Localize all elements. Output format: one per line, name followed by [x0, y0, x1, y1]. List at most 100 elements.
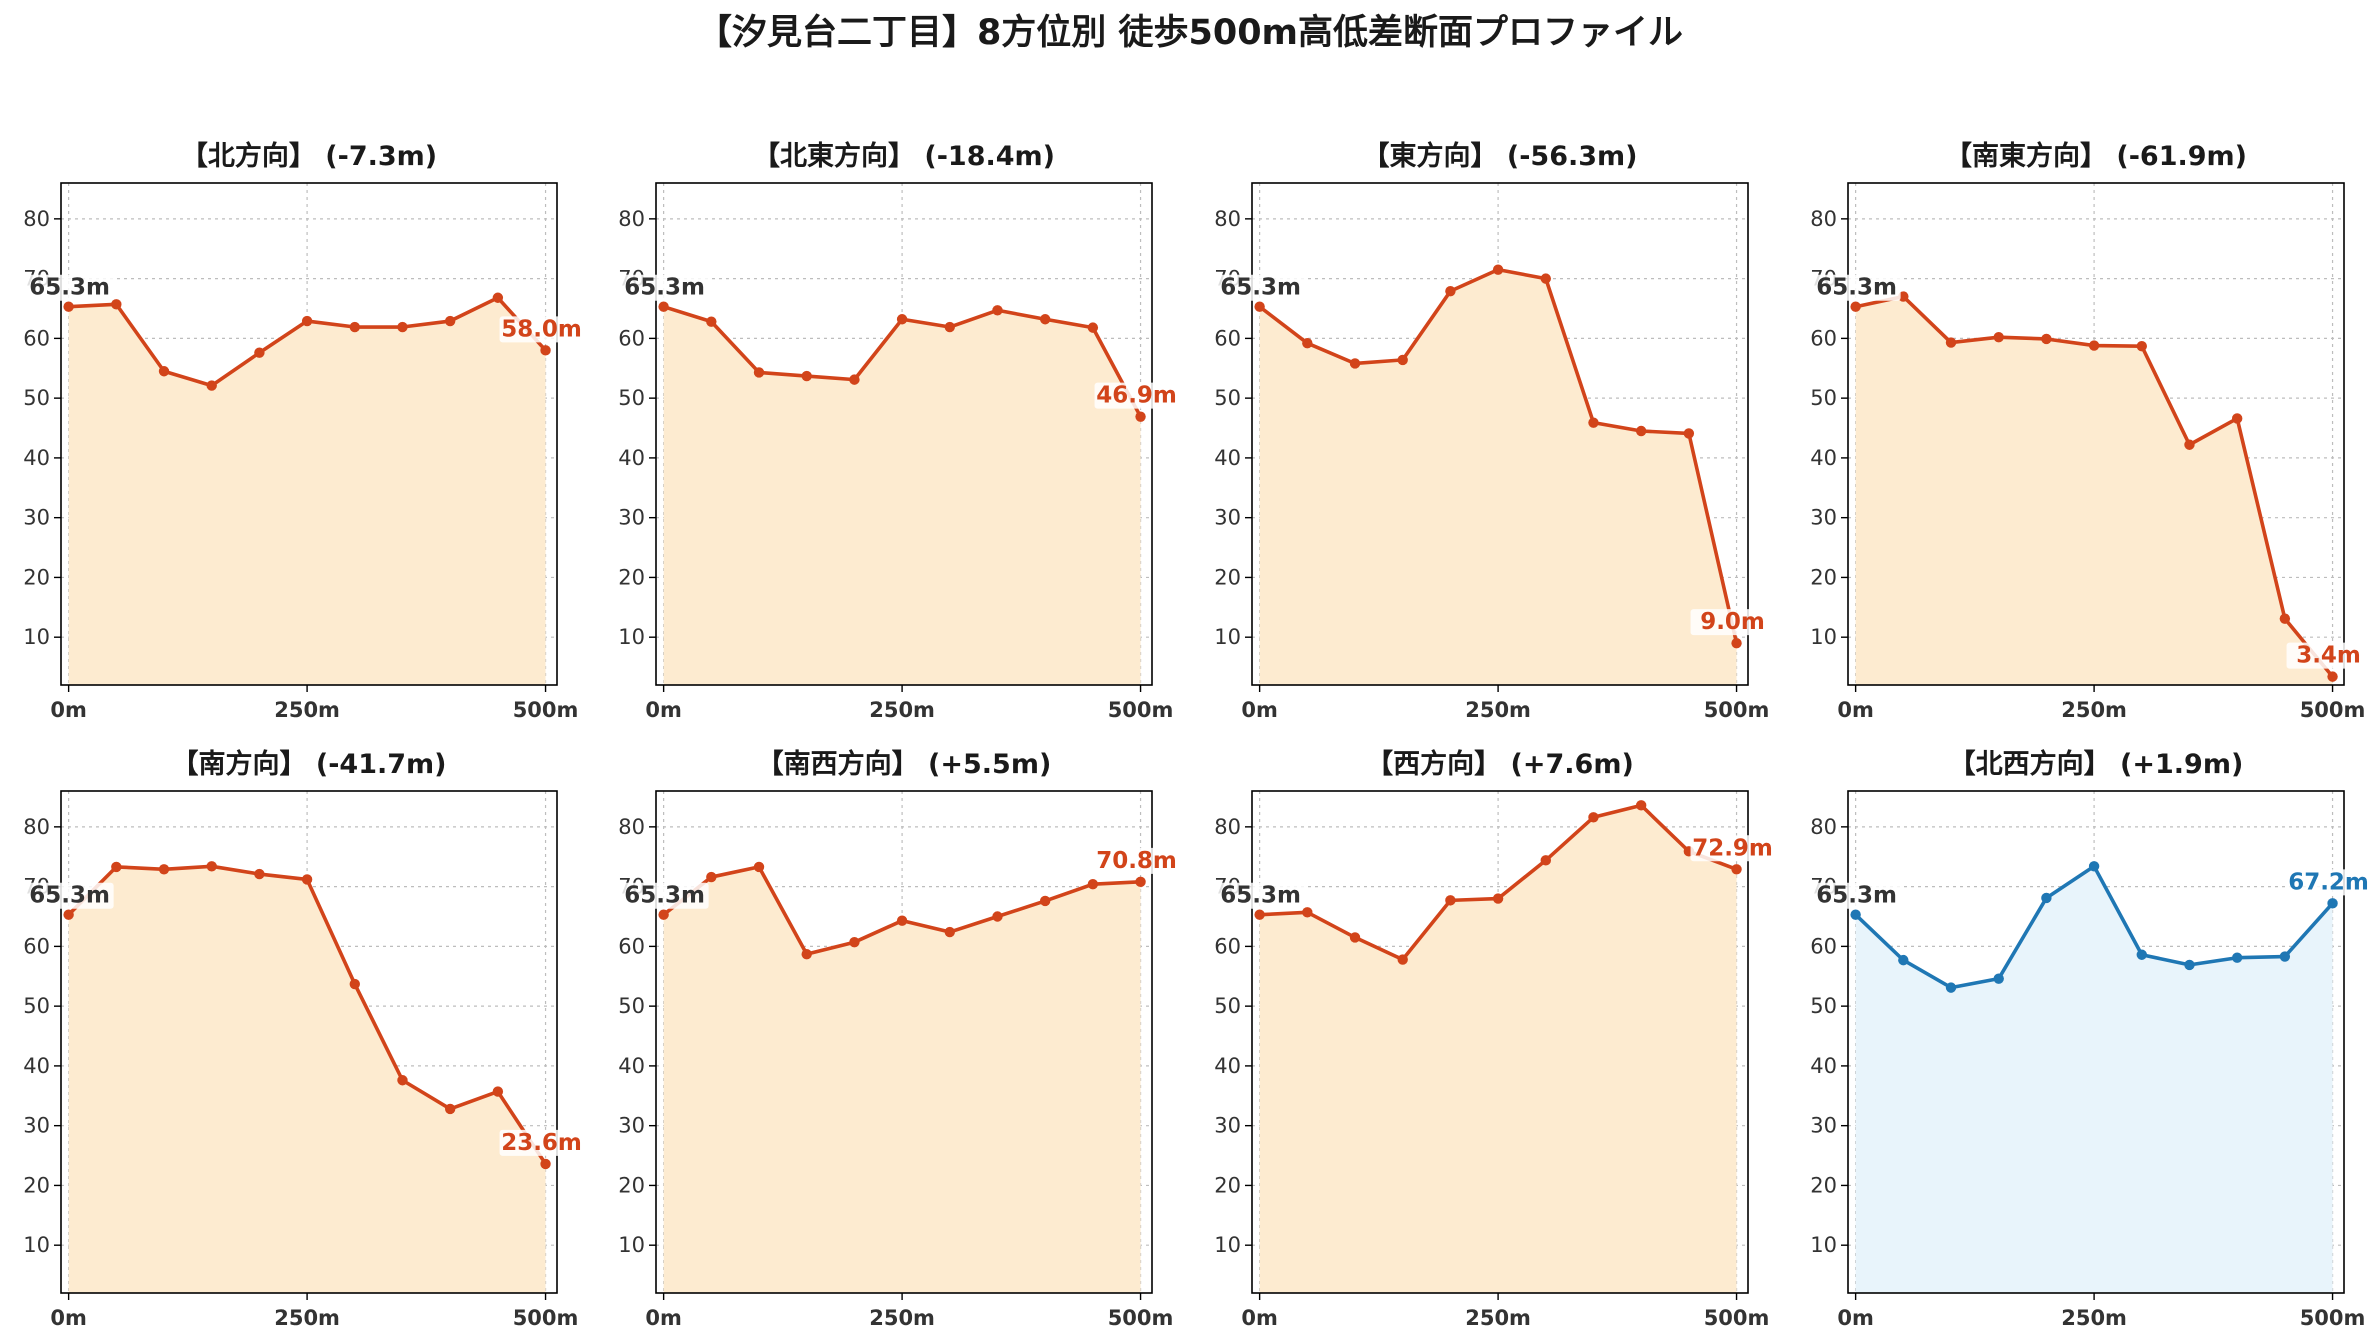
y-tick-label: 80 [1214, 207, 1241, 231]
data-point [944, 321, 955, 333]
data-point [206, 861, 217, 872]
plot-frame [655, 790, 1153, 1294]
panel-title: 【南西方向】 (+5.5m) [757, 748, 1052, 780]
panel-7: 【西方向】 (+7.6m)10203040506070800m250m500m6… [1214, 748, 1775, 1330]
data-point [254, 868, 265, 880]
start-label-bg [1812, 274, 1901, 301]
data-point [801, 948, 812, 960]
end-label-bg [1690, 609, 1775, 636]
data-point [1087, 879, 1099, 890]
start-label-bg [25, 882, 114, 909]
data-point [1588, 417, 1599, 428]
end-elevation-label: 46.9m [1096, 383, 1177, 409]
panel-title: 【南方向】 (-41.7m) [171, 748, 446, 780]
data-point [1635, 800, 1647, 811]
data-point [1993, 973, 2004, 984]
data-point [397, 1075, 408, 1086]
y-tick-label: 80 [1214, 815, 1241, 839]
data-point [206, 380, 217, 391]
x-tick-label: 250m [2061, 698, 2127, 722]
y-tick-label: 50 [1214, 386, 1241, 410]
data-point [1039, 895, 1051, 907]
end-elevation-label: 58.0m [501, 316, 582, 342]
data-point [158, 366, 170, 377]
data-point [896, 915, 908, 926]
start-elevation-label: 65.3m [1816, 275, 1897, 301]
data-point [1898, 954, 1909, 966]
y-tick-label: 20 [1810, 565, 1837, 589]
y-tick-label: 60 [1810, 326, 1837, 350]
y-tick-label: 30 [1810, 1114, 1837, 1138]
data-point [1492, 264, 1504, 275]
y-tick-label: 10 [1810, 625, 1837, 649]
data-point [2088, 340, 2100, 351]
data-point [753, 367, 765, 378]
end-label-bg [1094, 382, 1179, 409]
plot-frame [1847, 182, 2345, 686]
data-point [444, 315, 456, 327]
y-tick-label: 60 [1214, 934, 1241, 958]
start-elevation-label: 65.3m [624, 275, 705, 301]
panel-2: 【北東方向】 (-18.4m)10203040506070800m250m500… [618, 140, 1179, 722]
start-elevation-label: 65.3m [624, 883, 705, 909]
data-point [1349, 358, 1361, 369]
start-label-bg [1216, 274, 1305, 301]
end-elevation-label: 23.6m [501, 1130, 582, 1156]
x-tick-label: 500m [1108, 1306, 1174, 1330]
panel-3: 【東方向】 (-56.3m)10203040506070800m250m500m… [1214, 140, 1775, 722]
data-point [158, 864, 170, 875]
start-elevation-label: 65.3m [1816, 883, 1897, 909]
data-point [1397, 354, 1408, 366]
y-tick-label: 50 [1214, 994, 1241, 1018]
y-tick-label: 40 [1810, 446, 1837, 470]
panel-title: 【西方向】 (+7.6m) [1366, 748, 1634, 780]
y-tick-label: 30 [23, 1114, 50, 1138]
data-point [849, 936, 860, 948]
data-point [753, 861, 765, 873]
data-point [1850, 909, 1861, 920]
y-tick-label: 80 [1810, 207, 1837, 231]
data-point [1993, 331, 2004, 343]
data-point [111, 299, 122, 310]
data-point [1135, 876, 1146, 888]
y-tick-label: 40 [23, 446, 50, 470]
start-elevation-label: 65.3m [29, 275, 110, 301]
end-label-bg [1690, 835, 1775, 862]
x-tick-label: 500m [1704, 1306, 1770, 1330]
y-tick-label: 10 [1810, 1233, 1837, 1257]
x-tick-label: 0m [50, 698, 87, 722]
panel-title: 【北方向】 (-7.3m) [181, 140, 437, 172]
data-point [2327, 671, 2338, 682]
panel-5: 【南方向】 (-41.7m)10203040506070800m250m500m… [23, 748, 584, 1330]
data-point [658, 909, 669, 920]
data-point [2136, 949, 2147, 960]
data-point [2327, 898, 2338, 909]
y-tick-label: 20 [618, 565, 645, 589]
data-point [849, 374, 860, 385]
y-tick-label: 40 [23, 1054, 50, 1078]
y-tick-label: 20 [618, 1173, 645, 1197]
data-point [1445, 285, 1456, 297]
data-point [301, 874, 313, 885]
x-tick-label: 0m [645, 1306, 682, 1330]
y-tick-label: 80 [618, 207, 645, 231]
data-point [1087, 322, 1099, 333]
data-point [492, 292, 504, 303]
y-tick-label: 50 [23, 386, 50, 410]
x-tick-label: 0m [50, 1306, 87, 1330]
elevation-area [68, 297, 546, 685]
data-point [1302, 907, 1313, 918]
data-point [349, 321, 360, 333]
data-point [2136, 340, 2147, 352]
y-tick-label: 50 [618, 386, 645, 410]
y-tick-label: 80 [1810, 815, 1837, 839]
data-point [1898, 291, 1909, 302]
data-point [1254, 909, 1265, 920]
elevation-area [1855, 866, 2333, 1293]
end-elevation-label: 3.4m [2296, 643, 2361, 669]
x-tick-label: 250m [274, 1306, 340, 1330]
y-tick-label: 10 [1214, 625, 1241, 649]
y-tick-label: 30 [618, 506, 645, 530]
data-point [1397, 954, 1408, 965]
